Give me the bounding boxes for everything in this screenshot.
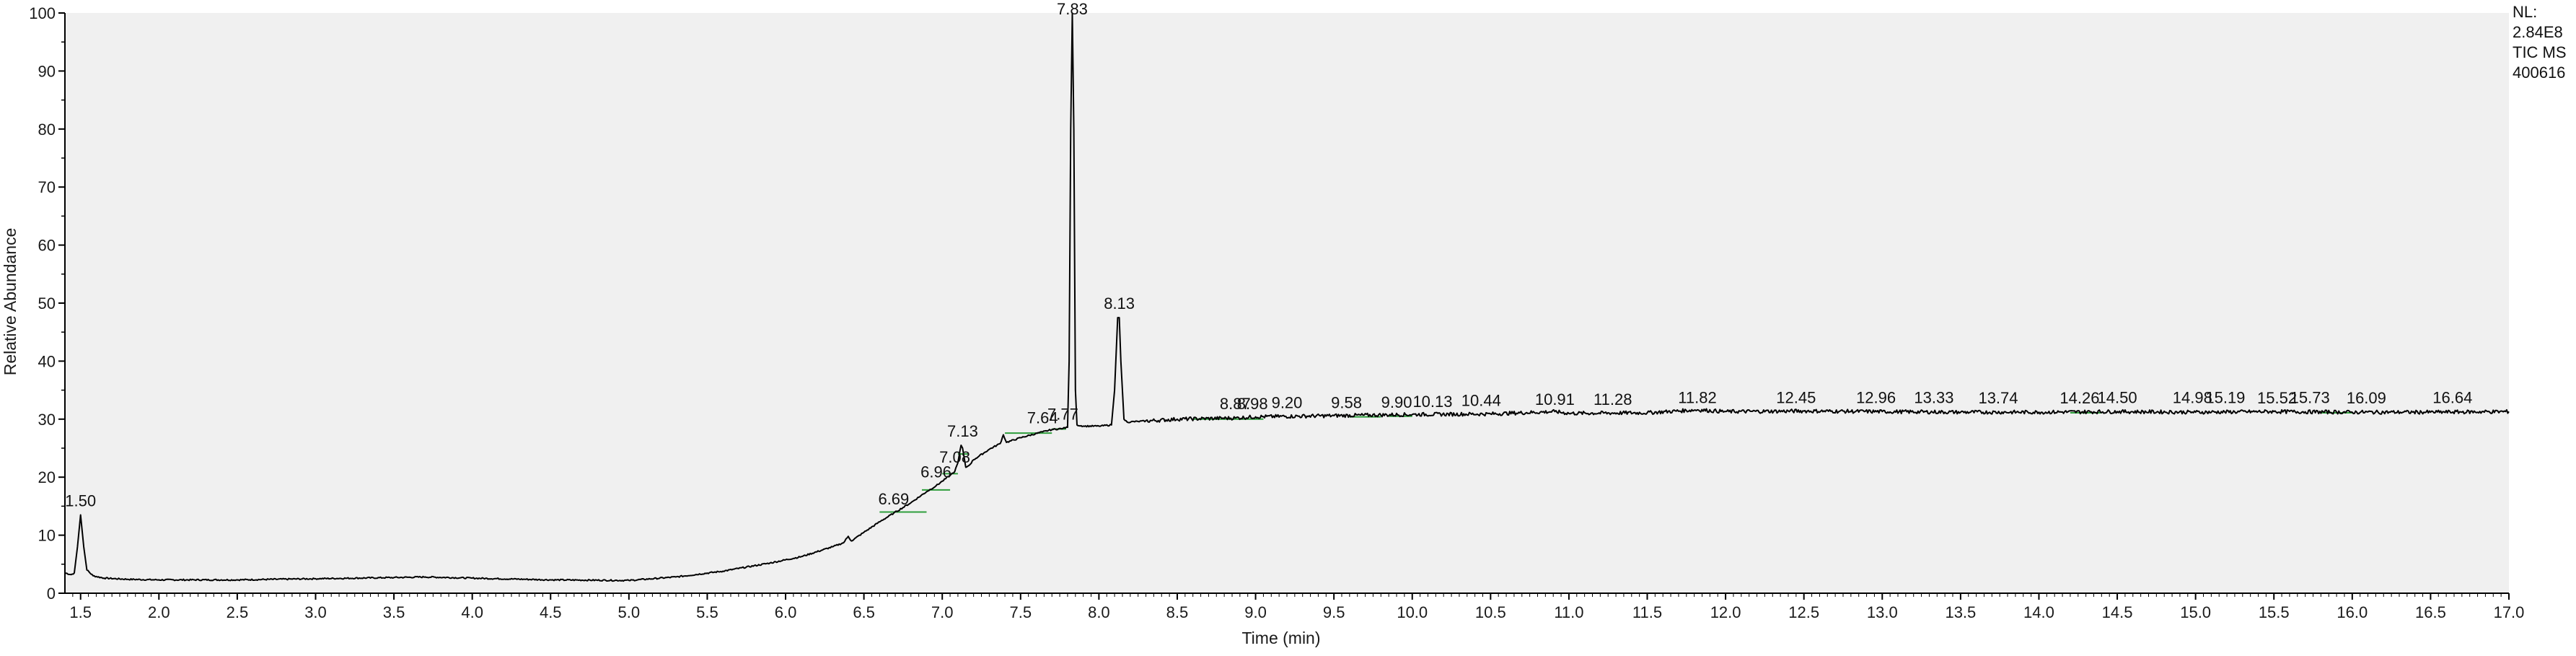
x-tick-label: 12.5 bbox=[1788, 603, 1819, 621]
x-tick-label: 11.0 bbox=[1554, 603, 1583, 621]
y-tick-label: 90 bbox=[38, 62, 56, 80]
x-tick-label: 2.5 bbox=[227, 603, 249, 621]
peak-label: 7.13 bbox=[947, 422, 978, 440]
y-tick-label: 0 bbox=[47, 585, 56, 603]
x-tick-label: 8.0 bbox=[1088, 603, 1110, 621]
peak-label: 11.82 bbox=[1678, 388, 1716, 406]
x-tick-label: 3.5 bbox=[383, 603, 405, 621]
x-tick-label: 6.5 bbox=[853, 603, 875, 621]
peak-label: 7.77 bbox=[1047, 406, 1078, 424]
x-tick-label: 9.5 bbox=[1323, 603, 1345, 621]
axes: 0 10 20 30 40 50 60 70 80 90 100 1.5 2.0 2.5 3.0 3.5 4.0… bbox=[29, 4, 2524, 621]
x-tick-label: 13.5 bbox=[1945, 603, 1976, 621]
x-tick-label: 16.0 bbox=[2337, 603, 2368, 621]
info-block: NL: 2.84E8 TIC MS 400616 bbox=[2513, 3, 2567, 82]
y-tick-label: 50 bbox=[38, 294, 56, 312]
x-tick-label: 11.5 bbox=[1632, 603, 1662, 621]
x-axis-title: Time (min) bbox=[1241, 629, 1320, 647]
x-tick-label: 10.0 bbox=[1397, 603, 1428, 621]
peak-label: 12.96 bbox=[1856, 388, 1896, 406]
x-tick-label: 4.0 bbox=[461, 603, 483, 621]
peak-label: 14.50 bbox=[2098, 388, 2137, 406]
x-tick-label: 7.5 bbox=[1009, 603, 1032, 621]
peak-label: 9.58 bbox=[1331, 394, 1362, 412]
y-tick-label: 70 bbox=[38, 178, 56, 196]
info-line: 400616 bbox=[2513, 64, 2565, 82]
x-tick-label: 8.5 bbox=[1166, 603, 1189, 621]
x-tick-label: 2.0 bbox=[148, 603, 170, 621]
trace-layer bbox=[64, 12, 2510, 582]
y-tick-label: 10 bbox=[38, 527, 56, 545]
peak-label: 13.33 bbox=[1914, 388, 1953, 406]
x-tick-label: 6.0 bbox=[775, 603, 797, 621]
y-tick-label: 40 bbox=[38, 352, 56, 370]
y-tick-label: 60 bbox=[38, 237, 56, 255]
peak-label: 16.09 bbox=[2347, 389, 2386, 407]
x-tick-label: 7.0 bbox=[931, 603, 954, 621]
peak-label: 9.90 bbox=[1381, 393, 1412, 411]
peak-label: 12.45 bbox=[1776, 388, 1816, 406]
plot-area bbox=[65, 13, 2509, 593]
x-tick-label: 13.0 bbox=[1867, 603, 1898, 621]
peak-label: 11.28 bbox=[1593, 390, 1632, 408]
peak-label: 10.13 bbox=[1412, 393, 1452, 411]
peak-label: 8.13 bbox=[1104, 294, 1135, 312]
peak-label: 6.96 bbox=[920, 463, 951, 481]
peak-label: 14.98 bbox=[2173, 388, 2212, 406]
x-tick-label: 9.0 bbox=[1244, 603, 1267, 621]
peak-label: 1.50 bbox=[65, 491, 96, 510]
peak-labels: 1.50 6.69 6.967.08 7.13 7.647.77 7.83 8.13 8.87… bbox=[65, 0, 2472, 510]
y-tick-label: 100 bbox=[29, 4, 56, 22]
peak-label: 13.74 bbox=[1978, 389, 2018, 407]
x-tick-label: 3.0 bbox=[304, 603, 327, 621]
x-tick-label: 15.0 bbox=[2180, 603, 2211, 621]
x-tick-label: 5.0 bbox=[618, 603, 641, 621]
x-tick-label: 14.0 bbox=[2023, 603, 2054, 621]
peak-label: 15.73 bbox=[2290, 388, 2330, 406]
peak-label: 15.52 bbox=[2257, 389, 2297, 407]
x-tick-label: 14.5 bbox=[2102, 603, 2133, 621]
x-tick-label: 12.0 bbox=[1710, 603, 1741, 621]
info-line: TIC MS bbox=[2513, 43, 2567, 61]
x-tick-label: 15.5 bbox=[2259, 603, 2290, 621]
peak-label: 8.87 bbox=[1220, 395, 1251, 413]
x-tick-label: 10.5 bbox=[1475, 603, 1506, 621]
x-tick-label: 16.5 bbox=[2415, 603, 2446, 621]
peak-label: 15.19 bbox=[2205, 388, 2245, 406]
peak-label: 7.08 bbox=[939, 448, 970, 466]
x-tick-label: 4.5 bbox=[540, 603, 562, 621]
x-tick-label: 1.5 bbox=[69, 603, 92, 621]
y-axis-title: Relative Abundance bbox=[1, 228, 19, 376]
peak-label: 10.44 bbox=[1461, 391, 1501, 409]
info-line: 2.84E8 bbox=[2513, 23, 2563, 41]
y-tick-label: 80 bbox=[38, 121, 56, 139]
x-tick-label: 5.5 bbox=[696, 603, 718, 621]
peak-label: 14.26 bbox=[2060, 389, 2099, 407]
x-tick-label: 17.0 bbox=[2494, 603, 2525, 621]
peak-label: 10.91 bbox=[1535, 390, 1575, 408]
peak-label: 8.98 bbox=[1237, 395, 1268, 413]
peak-label: 16.64 bbox=[2432, 388, 2472, 406]
peak-label: 7.83 bbox=[1057, 0, 1088, 18]
info-line: NL: bbox=[2513, 3, 2537, 21]
peak-label: 7.64 bbox=[1027, 408, 1058, 427]
series-line bbox=[64, 12, 2510, 582]
y-tick-label: 30 bbox=[38, 411, 56, 429]
y-tick-label: 20 bbox=[38, 468, 56, 486]
peak-label: 9.20 bbox=[1272, 394, 1303, 412]
peak-label: 6.69 bbox=[878, 490, 909, 508]
